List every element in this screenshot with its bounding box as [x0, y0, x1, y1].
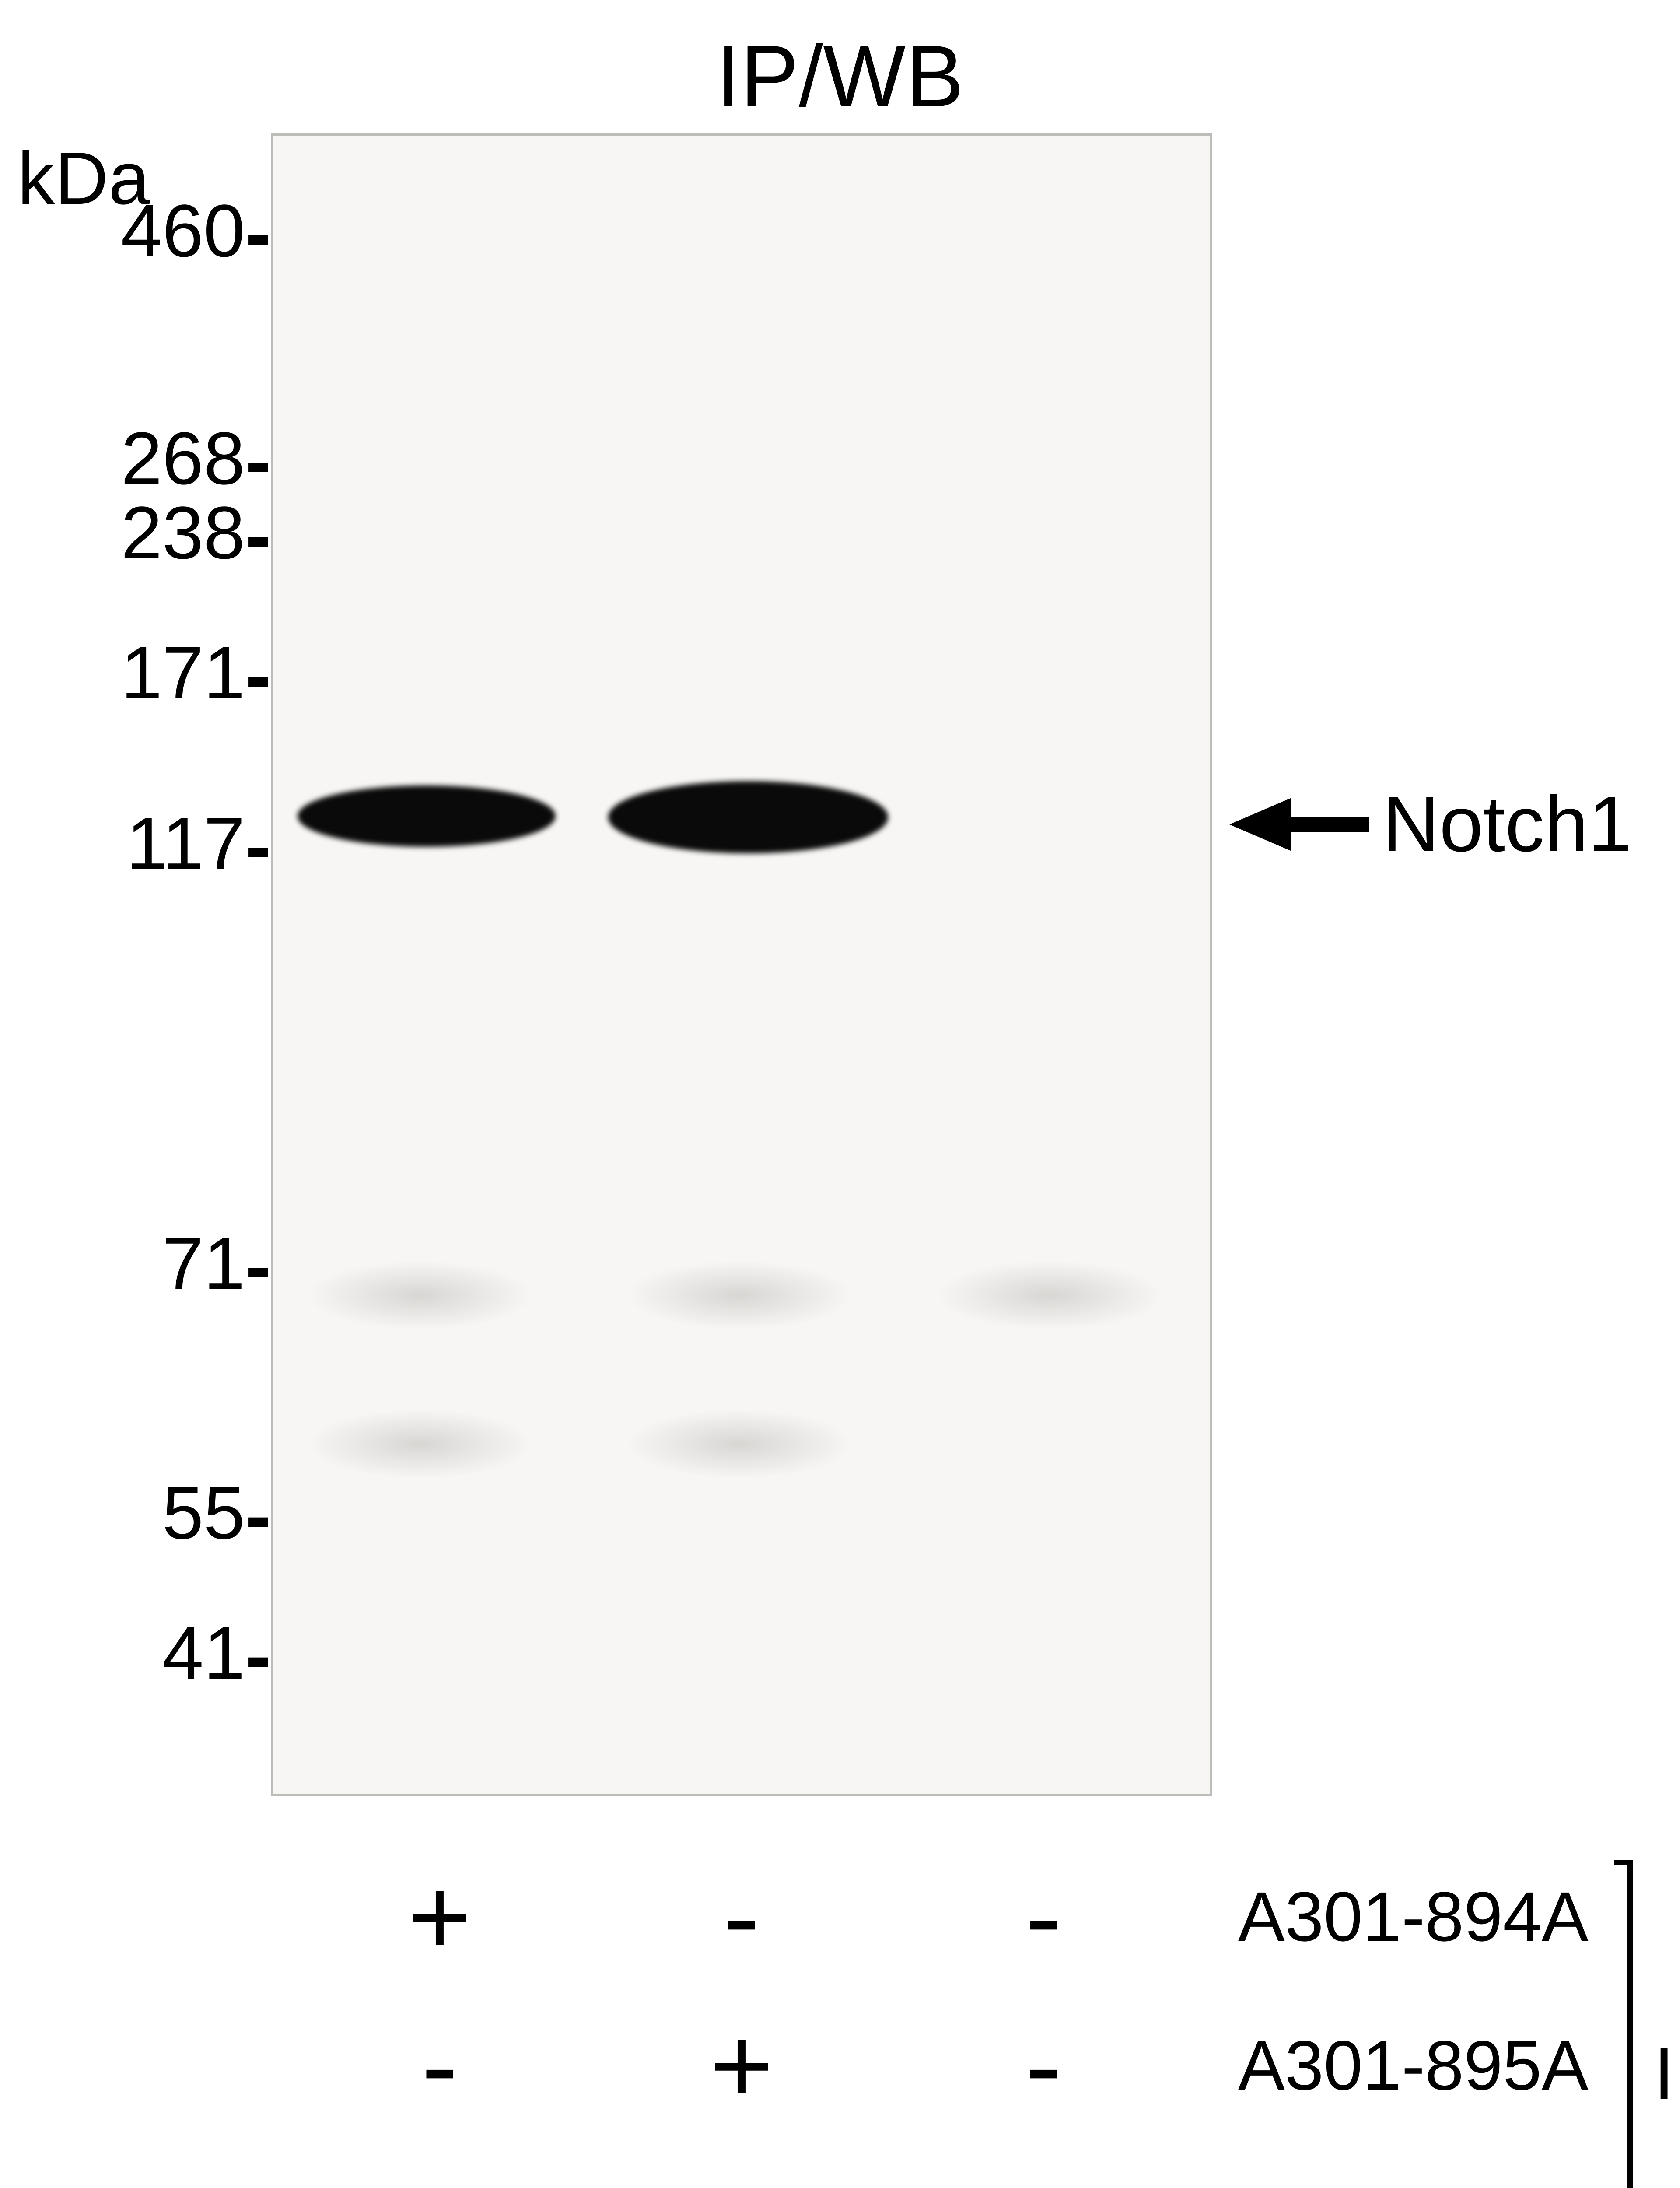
- faint-band: [626, 1260, 853, 1330]
- lane-cell: -: [591, 2170, 892, 2188]
- mw-marker: 55: [9, 1470, 245, 1556]
- faint-band: [306, 1409, 534, 1479]
- mw-marker: 460: [9, 188, 245, 274]
- mw-marker: 71: [9, 1221, 245, 1307]
- antibody-label-column: A301-894AA301-895ACtrl IgG: [1238, 1842, 1589, 2188]
- protein-band: [608, 781, 888, 853]
- mw-marker: 41: [9, 1610, 245, 1696]
- lane-cell: -: [892, 2022, 1194, 2109]
- faint-band: [626, 1409, 853, 1479]
- lane-cell: -: [892, 1873, 1194, 1960]
- western-blot-figure: IP/WB kDa 460268238171117715541 Notch1 +…: [0, 0, 1680, 2188]
- lane-row: --+: [289, 2140, 1194, 2188]
- lane-cell: +: [892, 2170, 1194, 2188]
- lane-row: +--: [289, 1842, 1194, 1991]
- lane-cell: +: [289, 1873, 591, 1960]
- lane-indicator-table: +---+---+: [289, 1842, 1194, 2188]
- lane-cell: -: [289, 2170, 591, 2188]
- protein-band: [298, 785, 556, 847]
- ip-bracket-icon: [1628, 1860, 1633, 2188]
- mw-marker: 117: [9, 801, 245, 887]
- blot-membrane: [271, 133, 1212, 1796]
- ip-bracket-label: IP: [1654, 2030, 1680, 2116]
- faint-band: [306, 1260, 534, 1330]
- arrow-head-icon: [1229, 798, 1291, 851]
- arrow-shaft-icon: [1291, 817, 1369, 832]
- mw-marker: 268: [9, 416, 245, 501]
- figure-title: IP/WB: [716, 26, 964, 127]
- target-arrow: Notch1: [1229, 779, 1632, 870]
- mw-marker: 238: [9, 490, 245, 576]
- lane-cell: -: [591, 1873, 892, 1960]
- lane-cell: +: [591, 2022, 892, 2109]
- target-protein-label: Notch1: [1382, 779, 1632, 870]
- antibody-label: A301-894A: [1238, 1842, 1589, 1991]
- antibody-label: Ctrl IgG: [1238, 2140, 1589, 2188]
- lane-row: -+-: [289, 1991, 1194, 2140]
- mw-marker: 171: [9, 630, 245, 716]
- antibody-label: A301-895A: [1238, 1991, 1589, 2140]
- lane-cell: -: [289, 2022, 591, 2109]
- faint-band: [936, 1260, 1164, 1330]
